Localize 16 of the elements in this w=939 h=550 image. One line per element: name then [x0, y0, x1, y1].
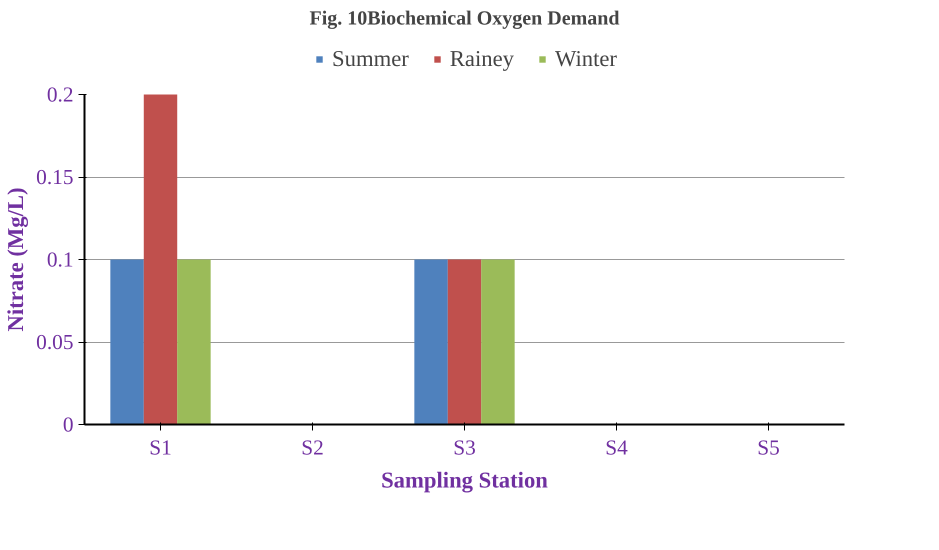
x-tick-label: S4: [605, 436, 628, 460]
x-tick-label: S5: [757, 436, 780, 460]
x-tick-label: S2: [301, 436, 324, 460]
x-tick-label: S1: [149, 436, 172, 460]
y-tick-label: 0.15: [36, 165, 74, 189]
x-tick-label: S3: [453, 436, 476, 460]
legend-label: Winter: [554, 46, 617, 72]
chart-title: Fig. 10Biochemical Oxygen Demand: [310, 8, 620, 30]
y-tick-label: 0.1: [46, 248, 74, 272]
x-axis-title: Sampling Station: [381, 468, 548, 492]
y-axis-title: Nitrate (Mg/L): [3, 187, 28, 332]
legend-label: Rainey: [450, 46, 514, 72]
legend-label: Summer: [332, 46, 409, 72]
y-tick-label: 0.2: [46, 82, 74, 106]
y-tick-label: 0.05: [36, 330, 74, 354]
y-tick-label: 0: [62, 412, 74, 436]
